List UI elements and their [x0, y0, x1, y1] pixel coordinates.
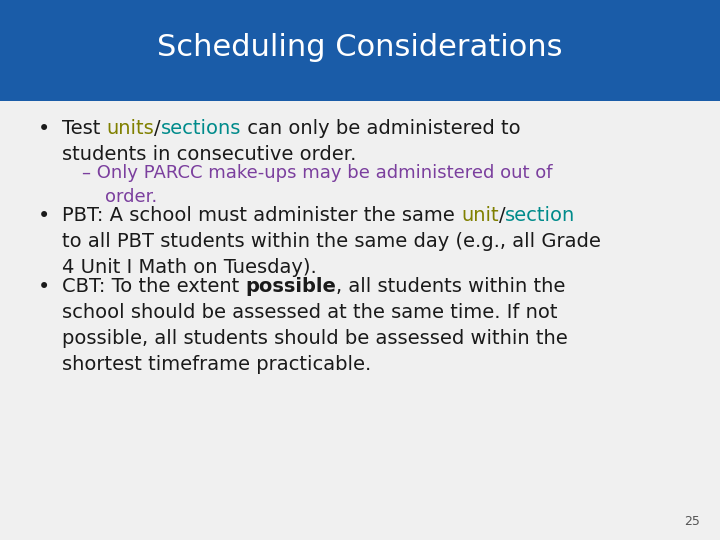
Text: students in consecutive order.: students in consecutive order. [62, 145, 356, 164]
Text: , all students within the: , all students within the [336, 276, 566, 295]
Text: possible: possible [246, 276, 336, 295]
Text: – Only PARCC make-ups may be administered out of: – Only PARCC make-ups may be administere… [82, 164, 552, 181]
Text: 25: 25 [684, 515, 700, 528]
Text: Scheduling Considerations: Scheduling Considerations [157, 33, 563, 62]
Text: •: • [38, 206, 50, 226]
Text: section: section [505, 206, 575, 225]
Text: unit: unit [461, 206, 499, 225]
Text: •: • [38, 276, 50, 296]
Bar [0, 0, 720, 95]
Text: can only be administered to: can only be administered to [241, 119, 521, 138]
Text: to all PBT students within the same day (e.g., all Grade: to all PBT students within the same day … [62, 232, 601, 251]
Text: units: units [107, 119, 154, 138]
Text: /: / [499, 206, 505, 225]
Text: PBT: A school must administer the same: PBT: A school must administer the same [62, 206, 461, 225]
Text: Test: Test [62, 119, 107, 138]
Text: CBT: To the extent: CBT: To the extent [62, 276, 246, 295]
Bar [0, 95, 720, 101]
Text: possible, all students should be assessed within the: possible, all students should be assesse… [62, 329, 568, 348]
Text: •: • [38, 119, 50, 139]
Text: /: / [154, 119, 161, 138]
Text: sections: sections [161, 119, 241, 138]
Text: 4 Unit I Math on Tuesday).: 4 Unit I Math on Tuesday). [62, 258, 317, 277]
Text: school should be assessed at the same time. If not: school should be assessed at the same ti… [62, 303, 557, 322]
Text: shortest timeframe practicable.: shortest timeframe practicable. [62, 355, 372, 374]
Text: order.: order. [82, 188, 157, 206]
